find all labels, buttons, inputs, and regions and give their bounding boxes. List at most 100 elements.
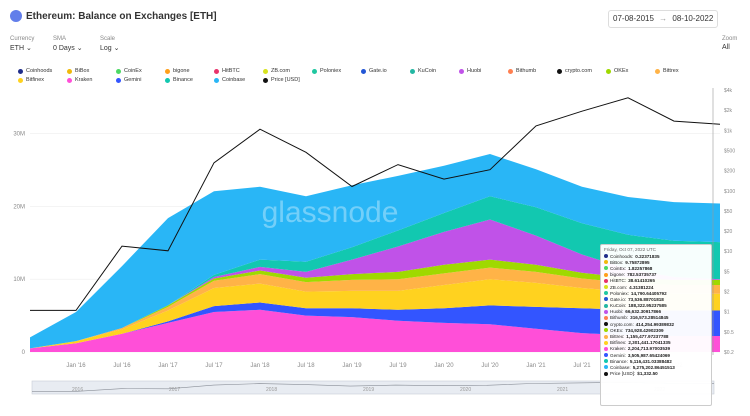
tooltip-value: $1,332.50	[637, 371, 658, 377]
legend-item[interactable]: bigone	[165, 68, 190, 74]
date-from-input[interactable]: 07-08-2015 → 08-10-2022	[608, 10, 719, 28]
tooltip-label: Gate.io:	[610, 296, 627, 302]
tooltip-swatch	[604, 291, 608, 296]
legend-label: Kraken	[75, 77, 93, 83]
x-tick-label: Jan '21	[526, 363, 546, 369]
zoom-label: Zoom	[722, 36, 738, 42]
tooltip-value: 66,632.30917866	[625, 309, 662, 315]
tooltip-label: Binance:	[610, 358, 628, 364]
legend-item[interactable]: ZB.com	[263, 68, 290, 74]
date-from-value: 07-08-2015	[613, 14, 654, 23]
tooltip-value: 316,573.28514845	[630, 315, 669, 321]
tooltip-label: Bithumb:	[610, 315, 629, 321]
tooltip-row: Price [USD]: $1,332.50	[604, 371, 708, 377]
x-tick-label: Jul '21	[573, 363, 591, 369]
legend-item[interactable]: Poloniex	[312, 68, 341, 74]
legend-item[interactable]: CoinEx	[116, 68, 142, 74]
y2-tick-label: $200	[724, 169, 735, 175]
navigator-year: 2021	[557, 387, 568, 393]
watermark: glassnode	[262, 196, 399, 229]
legend-item[interactable]: HitBTC	[214, 68, 240, 74]
tooltip-value: 1.82257868	[628, 265, 653, 271]
tooltip-row: CoinEx: 1.82257868	[604, 265, 708, 271]
y2-tick-label: $5	[724, 269, 730, 275]
tooltip-swatch	[604, 297, 608, 302]
legend-label: crypto.com	[565, 68, 592, 74]
legend-item[interactable]: Coinbase	[214, 77, 245, 83]
legend-label: bigone	[173, 68, 190, 74]
navigator-year: 2020	[460, 387, 471, 393]
sma-select[interactable]: SMA 0 Days ⌄	[53, 36, 83, 52]
y2-tick-label: $10	[724, 249, 733, 255]
x-tick-label: Jan '20	[434, 363, 454, 369]
tooltip-swatch	[604, 285, 608, 290]
y-tick-label: 10M	[13, 277, 25, 283]
tooltip-row: Kraken: 2,204,713.97003539	[604, 346, 708, 352]
legend-label: Huobi	[467, 68, 482, 74]
scale-value: Log ⌄	[100, 45, 120, 52]
legend-item[interactable]: BiBox	[67, 68, 89, 74]
navigator-year: 2019	[363, 387, 374, 393]
zoom-select[interactable]: Zoom All	[722, 36, 737, 51]
tooltip-swatch	[604, 309, 608, 314]
y2-tick-label: $100	[724, 189, 735, 195]
legend-item[interactable]: Gemini	[116, 77, 141, 83]
legend-swatch	[655, 68, 660, 74]
legend-item[interactable]: Gate.io	[361, 68, 387, 74]
x-tick-label: Jan '19	[342, 363, 362, 369]
tooltip-value: 1,155,477.97237788	[626, 334, 669, 340]
legend-item[interactable]: KuCoin	[410, 68, 436, 74]
legend-item[interactable]: Coinhoods	[18, 68, 52, 74]
tooltip-row: HitBTC: 38.61410265	[604, 278, 708, 284]
tooltip-row: Huobi: 66,632.30917866	[604, 309, 708, 315]
tooltip-row: Bithumb: 316,573.28514845	[604, 315, 708, 321]
tooltip-swatch	[604, 346, 608, 351]
x-tick-label: Jul '17	[205, 363, 223, 369]
legend-swatch	[18, 77, 23, 83]
scale-select[interactable]: Scale Log ⌄	[100, 36, 120, 52]
x-tick-label: Jul '20	[481, 363, 499, 369]
legend-item[interactable]: Binance	[165, 77, 193, 83]
tooltip-value: 38.61410265	[628, 278, 655, 284]
legend-label: Bithumb	[516, 68, 537, 74]
legend-item[interactable]: Bitfinex	[18, 77, 44, 83]
y2-tick-label: $20	[724, 229, 733, 235]
tooltip: Friday, Oct 07, 2022 UTC Coinhoods: 0.223…	[600, 244, 712, 406]
legend-label: OKEx	[614, 68, 629, 74]
legend-label: Gemini	[124, 77, 142, 83]
tooltip-row: Coinhoods: 0.22371835	[604, 253, 708, 259]
legend-item[interactable]: Kraken	[67, 77, 92, 83]
legend-label: BiBox	[75, 68, 90, 74]
currency-value: ETH ⌄	[10, 45, 32, 52]
legend-swatch	[459, 68, 464, 74]
legend-swatch	[214, 68, 219, 74]
legend-item[interactable]: Price [USD]	[263, 77, 300, 83]
legend-item[interactable]: Bittrex	[655, 68, 679, 74]
tooltip-row: BiBox: 9.75872895	[604, 259, 708, 265]
legend-label: KuCoin	[418, 68, 437, 74]
tooltip-label: Huobi:	[610, 309, 624, 315]
tooltip-swatch	[604, 315, 608, 320]
legend-swatch	[410, 68, 415, 74]
tooltip-label: CoinEx:	[610, 265, 627, 271]
y-axis: 0 10M 20M 30M	[13, 132, 25, 356]
legend-item[interactable]: crypto.com	[557, 68, 592, 74]
currency-select[interactable]: Currency ETH ⌄	[10, 36, 34, 52]
tooltip-label: Coinbase:	[610, 364, 631, 370]
legend-swatch	[312, 68, 317, 74]
tooltip-label: Price [USD]:	[610, 371, 636, 377]
title-wrap: Ethereum: Balance on Exchanges [ETH]	[10, 10, 217, 22]
zoom-value: All	[722, 44, 730, 51]
legend-swatch	[67, 68, 72, 74]
legend-label: Bitfinex	[26, 77, 45, 83]
tooltip-swatch	[604, 322, 608, 327]
legend-item[interactable]: Huobi	[459, 68, 481, 74]
date-to-value: 08-10-2022	[672, 14, 714, 23]
legend-item[interactable]: Bithumb	[508, 68, 536, 74]
tooltip-label: crypto.com:	[610, 321, 634, 327]
tooltip-row: Gate.io: 73,536.88701818	[604, 296, 708, 302]
y2-tick-label: $500	[724, 148, 735, 154]
tooltip-row: Coinbase: 5,275,202.86451513	[604, 364, 708, 370]
legend-item[interactable]: OKEx	[606, 68, 628, 74]
tooltip-swatch	[604, 371, 608, 376]
